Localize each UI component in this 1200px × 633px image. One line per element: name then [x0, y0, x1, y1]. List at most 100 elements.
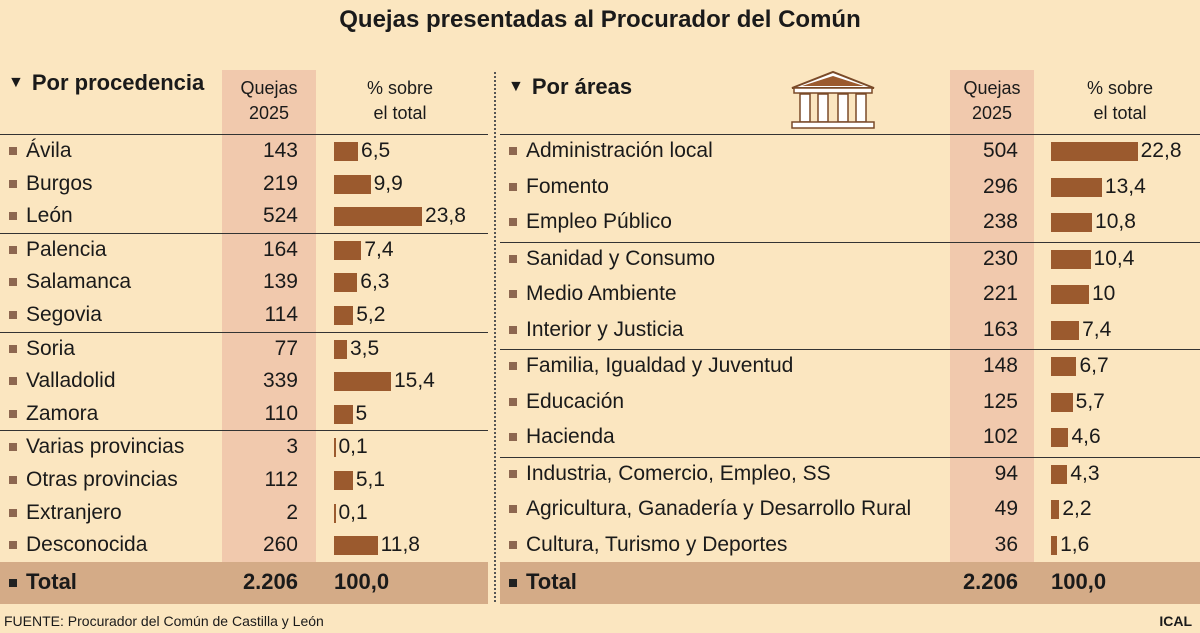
- pct-header-line1: % sobre: [1086, 78, 1154, 98]
- row-label: Sanidad y Consumo: [526, 246, 716, 270]
- panel-divider: [494, 72, 496, 602]
- total-row-areas: Total 2.206 100,0: [500, 562, 1200, 604]
- temple-icon: [791, 70, 875, 129]
- table-row: Salamanca 139 6,3: [0, 266, 488, 299]
- total-label: Total: [526, 569, 577, 594]
- row-quejas-value: 260: [262, 533, 298, 557]
- table-row: Ávila 143 6,5: [0, 135, 488, 168]
- pct-bar: [334, 372, 391, 392]
- row-bullet: [509, 469, 517, 478]
- row-bullet: [509, 397, 517, 406]
- row-quejas-value: 139: [262, 270, 298, 294]
- row-quejas-value: 504: [982, 139, 1018, 162]
- row-bullet: [9, 443, 17, 452]
- row-label: Salamanca: [26, 270, 132, 294]
- pct-bar: [334, 207, 423, 227]
- pct-label: 10: [1092, 282, 1116, 305]
- row-label: Extranjero: [26, 500, 122, 524]
- row-bullet: [9, 212, 17, 221]
- row-bullet: [509, 182, 517, 191]
- table-row: Soria 77 3,5: [0, 331, 488, 366]
- row-bullet: [9, 409, 17, 418]
- row-label: Hacienda: [526, 425, 615, 448]
- row-bullet: [509, 362, 517, 370]
- pct-bar: [334, 174, 371, 194]
- table-row: Valladolid 339 15,4: [0, 365, 488, 398]
- pct-label: 0,1: [338, 500, 368, 524]
- row-label: Industria, Comercio, Empleo, SS: [526, 461, 831, 485]
- row-quejas-value: 2: [286, 500, 298, 524]
- pct-label: 0,1: [338, 435, 368, 459]
- row-bullet: [509, 147, 517, 155]
- table-row: Zamora 110 5: [0, 398, 488, 431]
- total-pct: 100,0: [334, 569, 390, 594]
- section-heading: ▼ Por áreas: [508, 74, 632, 100]
- row-label: Varias provincias: [26, 435, 185, 459]
- pct-label: 4,6: [1071, 425, 1101, 448]
- pct-label: 13,4: [1104, 174, 1146, 198]
- pct-bar: [334, 404, 353, 424]
- row-quejas-value: 238: [982, 210, 1018, 233]
- row-quejas-value: 524: [262, 204, 298, 228]
- row-quejas-value: 339: [262, 369, 298, 393]
- pct-label: 1,6: [1060, 532, 1090, 556]
- row-bullet: [9, 377, 17, 386]
- pct-bar: [334, 305, 354, 325]
- row-label: Fomento: [526, 174, 609, 198]
- row-quejas-value: 221: [982, 282, 1018, 305]
- row-label: Ávila: [26, 139, 72, 162]
- row-label: Administración local: [526, 139, 713, 162]
- row-quejas-value: 143: [262, 139, 298, 162]
- pct-bar: [1051, 500, 1060, 519]
- table-row: Otras provincias 112 5,1: [0, 464, 488, 497]
- triangle-down-icon: ▼: [8, 74, 24, 91]
- row-bullet: [9, 245, 17, 254]
- row-bullet: [509, 505, 517, 513]
- row-label: Segovia: [26, 302, 102, 326]
- row-quejas-value: 3: [286, 435, 298, 459]
- quejas-header-line2: 2025: [248, 103, 290, 123]
- table-row: Administración local 504 22,8: [500, 135, 1200, 171]
- row-bullet: [9, 179, 17, 188]
- row-label: Educación: [526, 389, 625, 413]
- pct-label: 9,9: [373, 171, 403, 195]
- pct-bar: [1051, 464, 1068, 484]
- row-label: Otras provincias: [26, 467, 178, 491]
- table-row: Fomento 296 13,4: [500, 171, 1200, 207]
- pct-column-header: % sobre el total: [1065, 76, 1175, 126]
- row-label: Valladolid: [26, 369, 116, 393]
- pct-header-line1: % sobre: [366, 78, 434, 98]
- row-bullet: [9, 278, 17, 287]
- table-row: Educación 125 5,7: [500, 386, 1200, 422]
- pct-label: 10,8: [1095, 210, 1136, 233]
- row-label: Zamora: [26, 401, 99, 425]
- chart-title: Quejas presentadas al Procurador del Com…: [339, 6, 861, 33]
- row-quejas-value: 230: [982, 246, 1018, 270]
- pct-column-header: % sobre el total: [345, 76, 455, 126]
- table-row: Palencia 164 7,4: [0, 232, 488, 267]
- row-bullet: [509, 433, 517, 441]
- pct-label: 22,8: [1140, 139, 1182, 162]
- table-row: Industria, Comercio, Empleo, SS 94 4,3: [500, 456, 1200, 494]
- panel-header: ▼ Por procedencia Quejas 2025 % sobre el…: [0, 64, 488, 134]
- procedencia-rows: Ávila 143 6,5 Burgos 219 9,9 León 524 23,8 Palenc…: [0, 134, 488, 562]
- row-quejas-value: 114: [264, 302, 298, 326]
- pct-label: 6,7: [1079, 354, 1109, 377]
- row-label: Palencia: [26, 237, 107, 261]
- row-quejas-value: 148: [982, 354, 1018, 377]
- row-bullet: [9, 344, 17, 353]
- total-bullet: [509, 579, 517, 587]
- row-bullet: [509, 254, 517, 263]
- pct-header-line2: el total: [373, 103, 427, 123]
- total-pct: 100,0: [1051, 569, 1107, 594]
- total-value: 2.206: [962, 569, 1018, 594]
- pct-bar: [334, 503, 336, 523]
- panel-header: ▼ Por áreas Quejas 2025 % sobre el total: [500, 64, 1200, 134]
- row-label: Medio Ambiente: [526, 282, 677, 305]
- pct-label: 6,3: [360, 270, 390, 294]
- section-heading-text: Por procedencia: [31, 70, 205, 95]
- row-label: Cultura, Turismo y Deportes: [526, 532, 788, 556]
- table-row: Sanidad y Consumo 230 10,4: [500, 241, 1200, 279]
- pct-header-line2: el total: [1093, 103, 1147, 123]
- pct-bar: [334, 470, 353, 490]
